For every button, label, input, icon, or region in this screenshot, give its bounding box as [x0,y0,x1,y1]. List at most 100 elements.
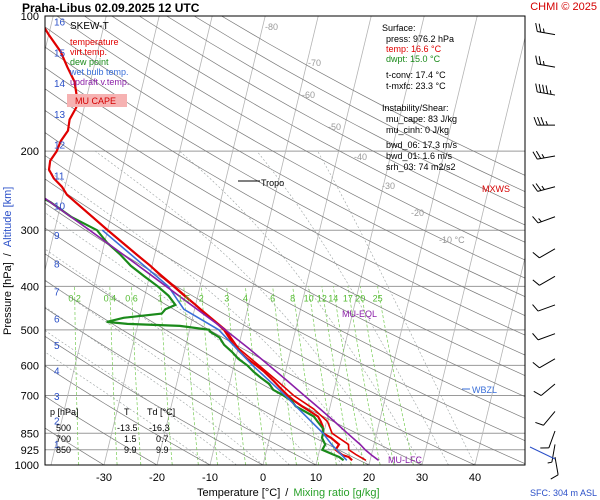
mixing-ratio-label: 0.4 [104,293,117,303]
y-axis-label-altitude: Altitude [km] [2,187,14,248]
tropo-label: Tropo [261,178,284,188]
x-tick-20: 20 [363,472,375,484]
isotherm [474,255,525,465]
mixing-ratio-label: 0.2 [68,293,81,303]
wind-barb [547,444,556,464]
y-tick-850: 850 [21,428,39,440]
legend-temperature: temperature [70,37,119,47]
wind-barb [540,430,556,449]
isotherm-label--20: -20 [411,208,424,218]
mixing-ratio-line [74,286,79,465]
isotherm [368,16,478,465]
series-virt-temp- [66,194,367,461]
mixing-ratio-label: 12 [317,293,327,303]
wind-barb [532,183,556,192]
x-tick-10: 10 [310,472,322,484]
mu-cape-badge-bg [67,94,127,107]
moist-adiabat [256,150,449,465]
surface-panel: Surface: press: 976.2 hPa temp: 16.6 °C … [382,23,454,91]
isotherm [528,16,600,465]
mu-cape: mu_cape: 83 J/kg [386,114,457,124]
altitude-tick-7: 7 [54,287,60,298]
surface-tconv: t-conv: 17.4 °C [386,70,446,80]
altitude-tick-2: 2 [54,416,60,427]
dry-adiabat [45,395,158,465]
legend: SKEW-T temperature virt.temp. dew point … [67,21,129,107]
y-axis-label: Pressure [hPa] / Altitude [km] [2,187,14,335]
mu-cape-badge: MU CAPE [75,96,116,106]
y-axis-label-pressure: Pressure [hPa] [2,262,14,335]
altitude-tick-8: 8 [54,260,60,271]
x-axis-label-temp: Temperature [°C] [197,487,280,499]
altitude-tick-6: 6 [54,315,60,326]
x-tick-40: 40 [469,472,481,484]
table-row-1-t: 1.5 [124,434,137,444]
moist-adiabat [45,248,317,465]
moist-adiabat [94,150,396,465]
dry-adiabat [45,253,423,465]
dry-adiabat [139,16,525,226]
mixing-ratio-label: 0.6 [125,293,138,303]
y-tick-200: 200 [21,146,39,158]
isotherm [315,16,425,465]
y-axis-label-sep: / [2,252,14,256]
y-tick-1000: 1000 [15,460,39,472]
x-axis-label-mixing: Mixing ratio [g/kg] [293,487,379,499]
sfc-label: SFC: 304 m ASL [530,488,597,498]
wind-barb [535,411,556,426]
x-tick-30: 30 [416,472,428,484]
wind-barb [532,275,556,286]
x-axis-label: Temperature [°C] / Mixing ratio [g/kg] [197,487,380,499]
moist-adiabat [45,351,211,465]
series-updraft-v-temp- [45,197,380,461]
dry-adiabat [45,67,525,336]
y-tick-100: 100 [21,11,39,23]
mixing-ratio-line [377,286,414,465]
mixing-ratio-label: 3 [224,293,229,303]
surface-title: Surface: [382,23,416,33]
instability-title: Instability/Shear: [382,103,449,113]
isotherm [156,16,266,465]
wind-barbs [529,22,559,480]
wind-barb [532,150,556,160]
dry-adiabat [111,16,525,243]
mixing-ratio-line [308,286,337,465]
series-dew-point [45,197,345,462]
wind-barb [535,55,556,68]
level-table: p [hPa] T Td [°C] 500 -13.5 -16.3 700 1.… [50,407,175,455]
mixing-ratio-label: 1.5 [178,293,191,303]
mixing-ratio-label: 8 [290,293,295,303]
instability-panel: Instability/Shear: mu_cape: 83 J/kg mu_c… [382,103,458,172]
mixing-ratio-label: 10 [304,293,314,303]
legend-dew-point: dew point [70,57,109,67]
mxws-label: MXWS [482,184,510,194]
moist-adiabat [45,168,370,465]
mixing-ratio-line [109,286,118,465]
mixing-ratio-line [347,286,381,465]
mixing-ratio-label: 20 [355,293,365,303]
isotherm-label--40: -40 [354,152,367,162]
y-tick-400: 400 [21,281,39,293]
wind-barb [532,248,556,259]
mixing-ratio-line [292,286,320,465]
dry-adiabat [45,26,525,297]
mixing-ratio-label: 1 [158,293,163,303]
altitude-tick-5: 5 [54,341,60,352]
dry-adiabat [45,365,211,465]
altitude-tick-12: 12 [54,141,66,152]
series-wet-bulb-temp- [101,229,348,461]
dry-adiabat [56,16,525,279]
isotherm-label--30: -30 [382,181,395,191]
x-tick--20: -20 [149,472,165,484]
isotherm [45,16,107,272]
moist-adiabat [45,306,264,465]
isotherm [209,16,319,465]
wbzl-label: WBZL [472,385,497,395]
bwd-06: bwd_06: 17.3 m/s [386,140,458,150]
altitude-tick-9: 9 [54,231,60,242]
x-axis-label-sep: / [285,487,289,499]
mu-eql-label: MU-EQL [342,309,377,319]
mixing-ratio-label: 2 [199,293,204,303]
surface-tmxfc: t-mxfc: 23.3 °C [386,81,446,91]
